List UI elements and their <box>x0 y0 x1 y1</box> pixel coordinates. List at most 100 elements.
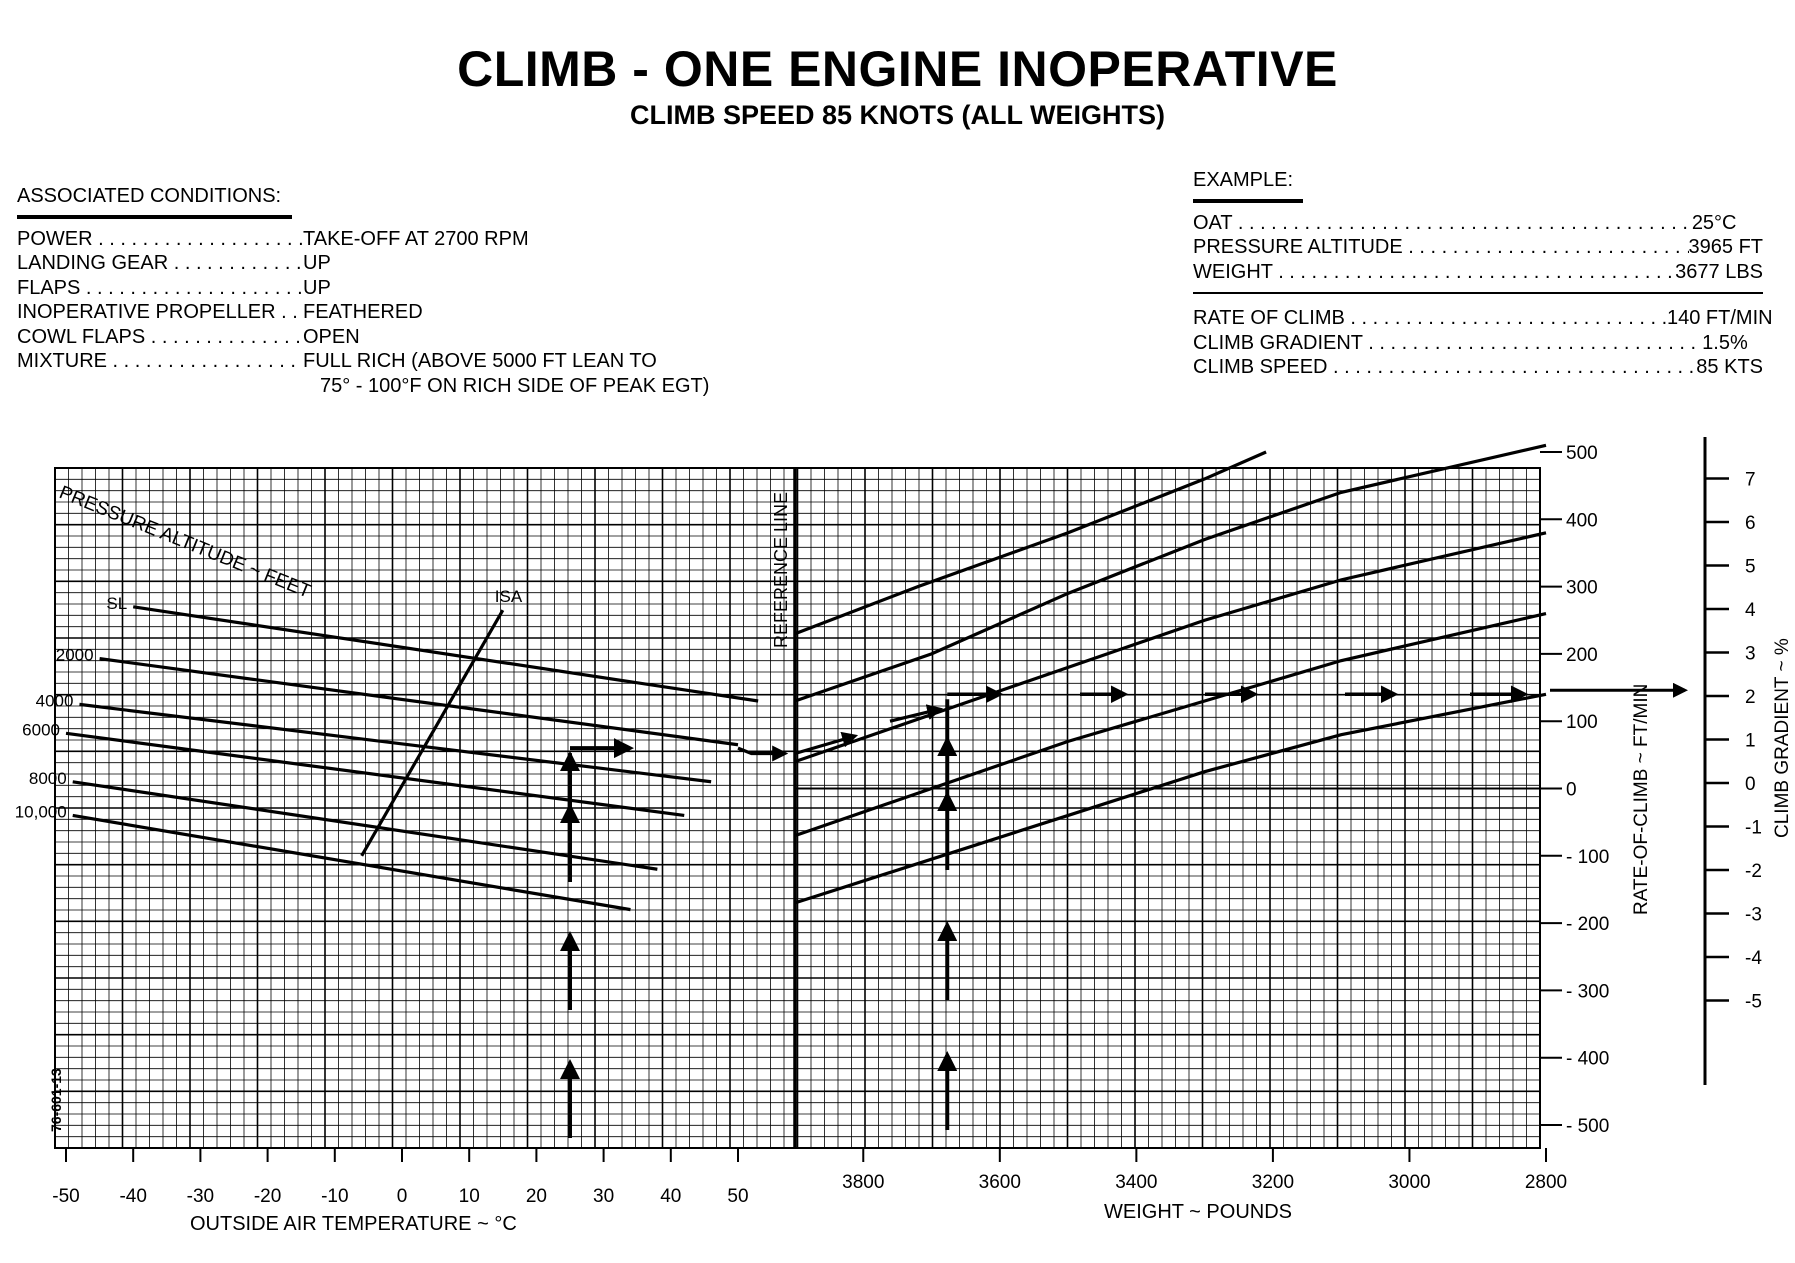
x-tick-label: 40 <box>660 1186 681 1207</box>
page-title: CLIMB - ONE ENGINE INOPERATIVE <box>457 41 1338 97</box>
x-tick-label: -10 <box>321 1186 348 1207</box>
condition-row: INOPERATIVE PROPELLER FEATHERED <box>17 300 709 325</box>
y-tick-label: 200 <box>1566 645 1598 666</box>
y-tick-label: 400 <box>1566 510 1598 531</box>
gradient-tick-label: -3 <box>1745 905 1762 926</box>
condition-row: MIXTURE FULL RICH (ABOVE 5000 FT LEAN TO <box>17 349 709 374</box>
altitude-curve <box>65 731 685 818</box>
gradient-tick-label: -4 <box>1745 948 1762 969</box>
altitude-curve-label: 8000 <box>29 769 67 788</box>
x-tick-label: 3600 <box>979 1172 1021 1193</box>
y-tick-label: - 500 <box>1566 1116 1609 1137</box>
pressure-altitude-label: PRESSURE ALTITUDE ~ FEET <box>56 482 314 603</box>
y-tick-label: 500 <box>1566 443 1598 464</box>
divider <box>1193 292 1763 294</box>
weight-guide-curve <box>794 692 1547 905</box>
condition-row: FLAPS UP <box>17 276 709 301</box>
gradient-tick-label: 5 <box>1745 557 1756 578</box>
y-tick-label: - 200 <box>1566 914 1609 935</box>
gradient-tick-label: 0 <box>1745 774 1756 795</box>
condition-value: TAKE-OFF AT 2700 RPM <box>303 227 529 250</box>
example-value: 85 KTS <box>1696 356 1763 378</box>
weight-guide-curve <box>794 450 1267 636</box>
condition-value: FULL RICH (ABOVE 5000 FT LEAN TO <box>303 350 657 372</box>
x-tick-label: -30 <box>187 1186 214 1207</box>
altitude-curve-label: 6000 <box>22 720 60 739</box>
x-tick-label: 50 <box>727 1186 748 1207</box>
reference-line-label: REFERENCE LINE <box>771 492 791 648</box>
path-arrow <box>794 731 859 756</box>
gradient-tick-label: 3 <box>1745 644 1756 665</box>
example-block: EXAMPLE: OAT 25°C PRESSURE ALTITUDE 3965… <box>1193 168 1773 380</box>
condition-value: FEATHERED <box>303 301 423 323</box>
example-row: RATE OF CLIMB 140 FT/MIN <box>1193 306 1773 331</box>
example-value: 1.5% <box>1702 331 1748 354</box>
condition-label: MIXTURE <box>17 349 303 374</box>
example-label: CLIMB GRADIENT <box>1193 331 1702 356</box>
x-tick-label: 3200 <box>1252 1172 1294 1193</box>
y-tick-label: 300 <box>1566 578 1598 599</box>
chart-curves <box>65 443 1547 912</box>
y-tick-label: 0 <box>1566 780 1577 801</box>
example-value: 3677 LBS <box>1675 260 1763 283</box>
altitude-curve-label: SL <box>106 594 127 613</box>
condition-row: POWER TAKE-OFF AT 2700 RPM <box>17 227 709 252</box>
example-label: CLIMB SPEED <box>1193 355 1696 380</box>
heading-underline <box>17 214 292 219</box>
condition-label: FLAPS <box>17 276 303 301</box>
condition-label: INOPERATIVE PROPELLER <box>17 300 303 325</box>
altitude-curve-label: 10,000 <box>15 802 67 821</box>
x-tick-label: 3400 <box>1115 1172 1157 1193</box>
x-tick-label: 0 <box>397 1186 408 1207</box>
y-tick-label: - 300 <box>1566 981 1609 1002</box>
condition-label: LANDING GEAR <box>17 251 303 276</box>
condition-value: UP <box>303 252 331 274</box>
altitude-curve <box>99 657 739 747</box>
example-label: OAT <box>1193 211 1692 236</box>
condition-label: POWER <box>17 227 303 252</box>
gradient-tick-label: 7 <box>1745 470 1756 491</box>
condition-row: COWL FLAPS OPEN <box>17 325 709 350</box>
weight-guide-curve <box>794 531 1547 764</box>
example-heading: EXAMPLE: <box>1193 169 1294 191</box>
page-subtitle: CLIMB SPEED 85 KNOTS (ALL WEIGHTS) <box>629 100 1166 130</box>
x-tick-label: 2800 <box>1525 1172 1567 1193</box>
condition-value: UP <box>303 276 331 299</box>
y-tick-label: 100 <box>1566 712 1598 733</box>
example-row: CLIMB GRADIENT 1.5% <box>1193 331 1763 356</box>
example-row: CLIMB SPEED 85 KTS <box>1193 355 1763 380</box>
y-axis-label-gradient: CLIMB GRADIENT ~ % <box>1772 638 1793 838</box>
x-tick-label: 3000 <box>1388 1172 1430 1193</box>
figure-id: 76-601-13 <box>48 1068 64 1132</box>
path-arrow <box>737 745 789 762</box>
condition-label: COWL FLAPS <box>17 325 303 350</box>
altitude-curve-label: 4000 <box>36 691 74 710</box>
altitude-curve <box>72 780 658 871</box>
condition-value: OPEN <box>303 325 360 348</box>
weight-guide-curve <box>794 611 1547 838</box>
x-tick-label: 30 <box>593 1186 614 1207</box>
altitude-curve-label: 2000 <box>56 646 94 665</box>
altitude-curve <box>79 702 712 784</box>
gradient-tick-label: 6 <box>1745 513 1756 534</box>
example-value: 140 FT/MIN <box>1667 307 1773 329</box>
heading-underline <box>1193 198 1303 203</box>
mixture-continued: 75° - 100°F ON RICH SIDE OF PEAK EGT) <box>320 374 710 397</box>
altitude-curve <box>360 609 505 857</box>
x-tick-label: -20 <box>254 1186 281 1207</box>
y-tick-label: - 400 <box>1566 1049 1609 1070</box>
plot-frame <box>54 467 1541 1149</box>
gradient-tick-label: -1 <box>1745 818 1762 839</box>
x-tick-label: -50 <box>52 1186 79 1207</box>
associated-conditions-heading: ASSOCIATED CONDITIONS: <box>17 185 282 207</box>
x-axis-label-weight: WEIGHT ~ POUNDS <box>1104 1201 1292 1223</box>
gradient-tick-label: 1 <box>1745 731 1756 752</box>
condition-row: LANDING GEAR UP <box>17 251 709 276</box>
gradient-tick-label: 2 <box>1745 687 1756 708</box>
chart-grid <box>54 467 1541 1149</box>
example-row: WEIGHT 3677 LBS <box>1193 260 1763 285</box>
example-label: RATE OF CLIMB <box>1193 306 1667 331</box>
weight-guide-curve <box>794 443 1547 703</box>
condition-row: 75° - 100°F ON RICH SIDE OF PEAK EGT) <box>17 374 709 399</box>
